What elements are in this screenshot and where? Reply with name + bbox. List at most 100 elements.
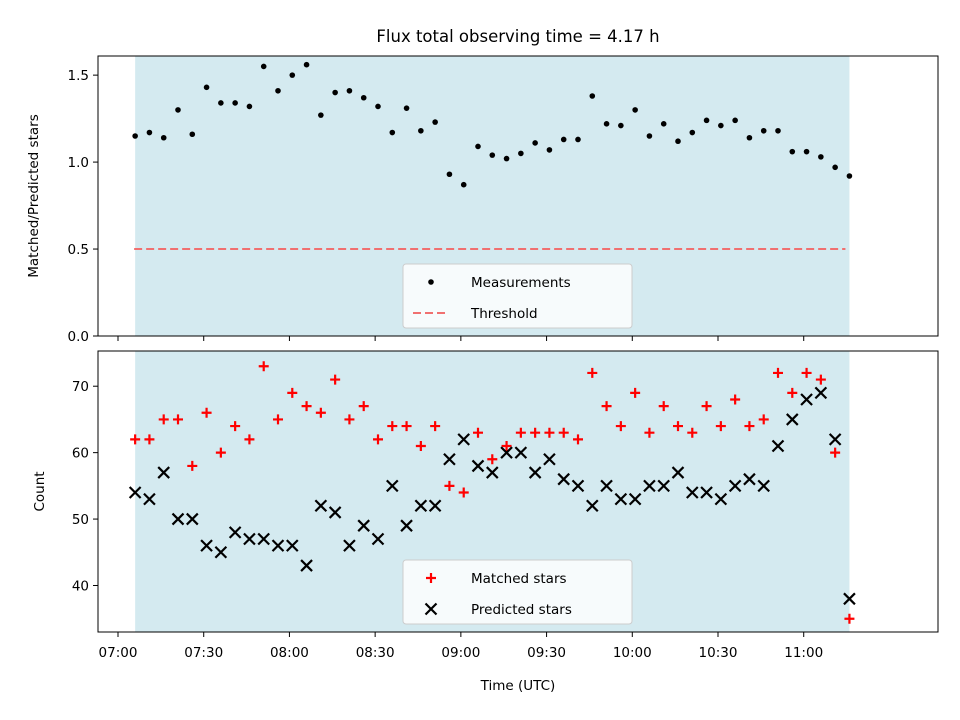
measurement-point — [575, 136, 581, 143]
predicted-stars-point — [543, 453, 556, 466]
measurement-point — [803, 148, 810, 155]
matched-stars-point — [773, 367, 783, 378]
measurement-point — [332, 89, 338, 96]
predicted-stars-point — [214, 546, 228, 559]
matched-stars-point — [130, 434, 141, 445]
matched-stars-point — [330, 374, 341, 385]
predicted-stars-point — [614, 492, 628, 506]
measurement-point — [446, 171, 453, 178]
predicted-stars-point — [500, 446, 513, 459]
measurement-point — [360, 94, 367, 101]
x-tick-label: 09:00 — [441, 645, 480, 661]
matched-stars-point — [487, 454, 498, 465]
predicted-stars-point — [257, 532, 270, 546]
measurement-point — [618, 122, 624, 129]
measurement-point — [475, 143, 481, 150]
predicted-stars-point — [271, 539, 285, 552]
matched-stars-point — [444, 480, 455, 491]
top-panel-frame — [97, 55, 939, 337]
y-tick-label: 1.5 — [68, 68, 89, 84]
matched-stars-point — [258, 361, 269, 372]
matched-stars-point — [558, 427, 569, 438]
measurement-point — [460, 181, 467, 188]
measurement-point — [646, 133, 653, 139]
predicted-stars-point — [486, 466, 499, 479]
predicted-stars-point — [514, 446, 528, 459]
measurement-point — [518, 150, 524, 157]
matched-stars-point — [244, 434, 255, 445]
predicted-stars-point — [300, 559, 313, 572]
predicted-stars-point — [757, 479, 770, 493]
matched-stars-point — [758, 414, 769, 425]
top-y-axis-label: Matched/Predicted stars — [26, 114, 42, 277]
predicted-stars-point — [243, 532, 256, 546]
predicted-stars-point — [371, 532, 385, 546]
x-tick-label: 10:00 — [613, 645, 652, 661]
bottom-panel-frame — [97, 350, 939, 633]
predicted-stars-point — [528, 466, 542, 479]
count-points — [128, 361, 856, 624]
matched-stars-point — [844, 613, 855, 624]
matched-stars-point — [801, 367, 812, 378]
predicted-stars-point — [343, 539, 356, 552]
x-tick-label: 09:30 — [527, 645, 566, 661]
measurement-point — [275, 87, 281, 94]
predicted-stars-point — [728, 479, 742, 493]
matched-stars-point — [701, 401, 712, 412]
bottom-panel: 40 50 60 70 07:00 07:30 08:00 08:30 09:00 09:30 1… — [32, 350, 939, 661]
x-tick-label: 10:30 — [699, 645, 738, 661]
matched-stars-point — [573, 434, 583, 445]
y-tick-label: 40 — [72, 578, 89, 594]
measurement-point — [546, 147, 553, 153]
measurement-point — [489, 152, 496, 158]
predicted-stars-point — [457, 433, 470, 446]
legend-label: Predicted stars — [471, 602, 572, 618]
bottom-panel-y-ticks: 40 50 60 70 — [72, 379, 98, 594]
predicted-stars-point — [671, 466, 685, 479]
matched-stars-point — [601, 401, 612, 412]
matched-stars-point — [501, 440, 512, 451]
predicted-stars-point — [828, 433, 842, 446]
x-tick-label: 08:00 — [270, 645, 309, 661]
chart-title: Flux total observing time = 4.17 h — [376, 27, 659, 46]
measurement-point — [703, 117, 710, 124]
measurement-point — [532, 140, 538, 146]
top-panel: 0.0 0.5 1.0 1.5 Matched/Predicted stars Mea… — [26, 55, 939, 345]
matched-stars-point — [144, 434, 155, 445]
measurement-point — [303, 61, 310, 68]
y-tick-label: 70 — [72, 379, 89, 395]
matched-stars-point — [201, 407, 212, 418]
measurement-point — [389, 129, 396, 136]
predicted-stars-point — [357, 519, 370, 532]
matched-stars-point — [158, 414, 169, 425]
matched-stars-point — [644, 427, 655, 438]
matched-stars-point — [387, 421, 398, 432]
predicted-stars-point — [328, 506, 342, 519]
y-tick-label: 0.0 — [68, 329, 89, 345]
measurement-points — [132, 61, 853, 188]
matched-stars-point — [630, 387, 641, 398]
measurement-point — [232, 100, 238, 106]
measurement-point — [203, 84, 210, 91]
measurement-point — [718, 122, 724, 129]
matched-stars-point — [715, 421, 726, 432]
predicted-stars-point — [714, 492, 728, 506]
measurement-point — [160, 134, 167, 141]
measurement-point — [789, 148, 796, 155]
matched-stars-point — [287, 387, 298, 398]
measurement-point — [346, 87, 353, 94]
predicted-stars-point — [586, 499, 599, 513]
top-panel-x-ticks — [117, 336, 805, 341]
measurement-point — [732, 117, 738, 124]
measurement-point — [218, 100, 224, 106]
top-legend: Measurements Threshold — [402, 263, 633, 329]
predicted-stars-point — [471, 459, 485, 473]
bottom-panel-x-ticks: 07:00 07:30 08:00 08:30 09:00 09:30 10:00 10:30… — [99, 632, 823, 661]
measurement-point — [403, 105, 410, 111]
x-tick-label: 08:30 — [356, 645, 395, 661]
y-tick-label: 0.5 — [68, 242, 89, 258]
measurement-point — [589, 93, 596, 99]
matched-stars-point — [458, 487, 469, 498]
matched-stars-point — [273, 414, 283, 425]
